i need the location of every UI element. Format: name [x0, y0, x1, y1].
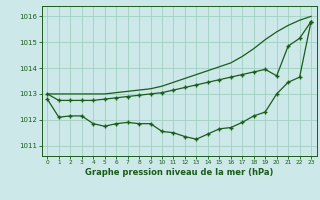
X-axis label: Graphe pression niveau de la mer (hPa): Graphe pression niveau de la mer (hPa): [85, 168, 273, 177]
